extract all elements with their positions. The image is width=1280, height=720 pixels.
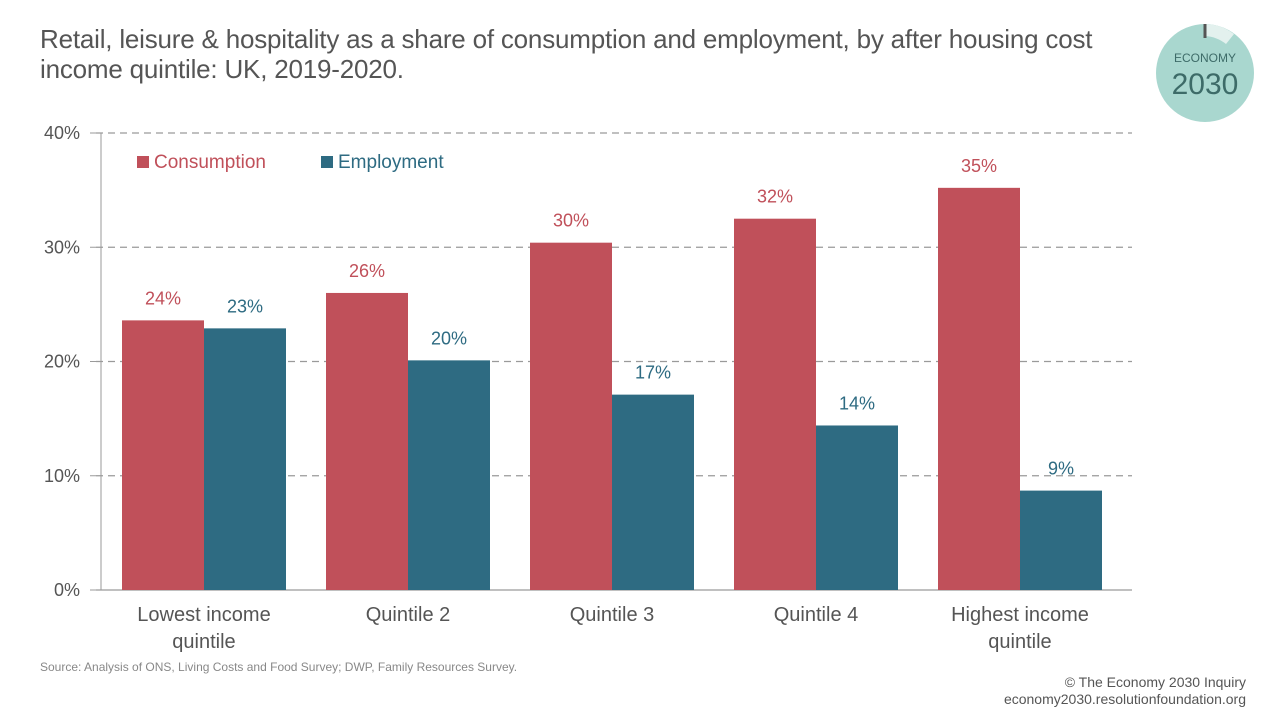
logo-tick xyxy=(1203,24,1207,38)
bar-consumption xyxy=(734,218,816,590)
x-tick-label: Quintile 4 xyxy=(774,604,859,626)
logo-circle xyxy=(1156,24,1254,122)
data-label: 35% xyxy=(961,156,997,176)
data-label: 9% xyxy=(1048,459,1074,479)
legend: Consumption Employment xyxy=(137,152,444,173)
economy-2030-logo: ECONOMY 2030 xyxy=(1156,24,1254,122)
y-tick-label: 0% xyxy=(54,580,80,600)
data-label: 17% xyxy=(635,363,671,383)
bars xyxy=(122,187,1102,590)
data-label: 26% xyxy=(349,261,385,281)
bar-employment xyxy=(612,394,694,590)
bar-employment xyxy=(408,360,490,590)
chart-title: Retail, leisure & hospitality as a share… xyxy=(40,24,1093,84)
data-label: 23% xyxy=(227,296,263,316)
website-url: economy2030.resolutionfoundation.org xyxy=(1003,691,1246,707)
copyright-text: © The Economy 2030 Inquiry xyxy=(1064,674,1246,690)
x-tick-label: Quintile 2 xyxy=(366,604,451,626)
x-tick-label: quintile xyxy=(988,631,1051,653)
legend-swatch-employment xyxy=(321,156,333,168)
legend-label-employment: Employment xyxy=(338,152,444,173)
bar-employment xyxy=(816,425,898,590)
data-labels: 24% 23% 26% 20% 30% 17% 32% 14% 35% 9% xyxy=(145,156,1074,479)
legend-swatch-consumption xyxy=(137,156,149,168)
x-tick-label: Quintile 3 xyxy=(570,604,655,626)
legend-label-consumption: Consumption xyxy=(154,152,266,173)
x-tick-label: quintile xyxy=(172,631,235,653)
y-tick-label: 30% xyxy=(44,237,80,257)
logo-text-economy: ECONOMY xyxy=(1174,51,1236,65)
bar-employment xyxy=(1020,490,1102,590)
y-tick-label: 40% xyxy=(44,123,80,143)
bar-consumption xyxy=(530,242,612,590)
data-label: 20% xyxy=(431,328,467,348)
data-label: 24% xyxy=(145,288,181,308)
logo-text-2030: 2030 xyxy=(1172,68,1239,101)
y-tick-label: 20% xyxy=(44,352,80,372)
bar-employment xyxy=(204,328,286,590)
logo-arc xyxy=(1205,24,1234,44)
axes: 0% 10% 20% 30% 40% Lowest income quintile Quint… xyxy=(44,123,1132,653)
x-tick-label: Lowest income xyxy=(137,604,270,626)
data-label: 32% xyxy=(757,187,793,207)
source-note: Source: Analysis of ONS, Living Costs an… xyxy=(40,660,518,674)
bar-consumption xyxy=(326,292,408,590)
bar-consumption xyxy=(122,320,204,590)
x-tick-label: Highest income xyxy=(951,604,1089,626)
credit-block: © The Economy 2030 Inquiry economy2030.r… xyxy=(1004,674,1246,708)
bar-consumption xyxy=(938,187,1020,590)
data-label: 30% xyxy=(553,211,589,231)
y-tick-label: 10% xyxy=(44,466,80,486)
data-label: 14% xyxy=(839,393,875,413)
